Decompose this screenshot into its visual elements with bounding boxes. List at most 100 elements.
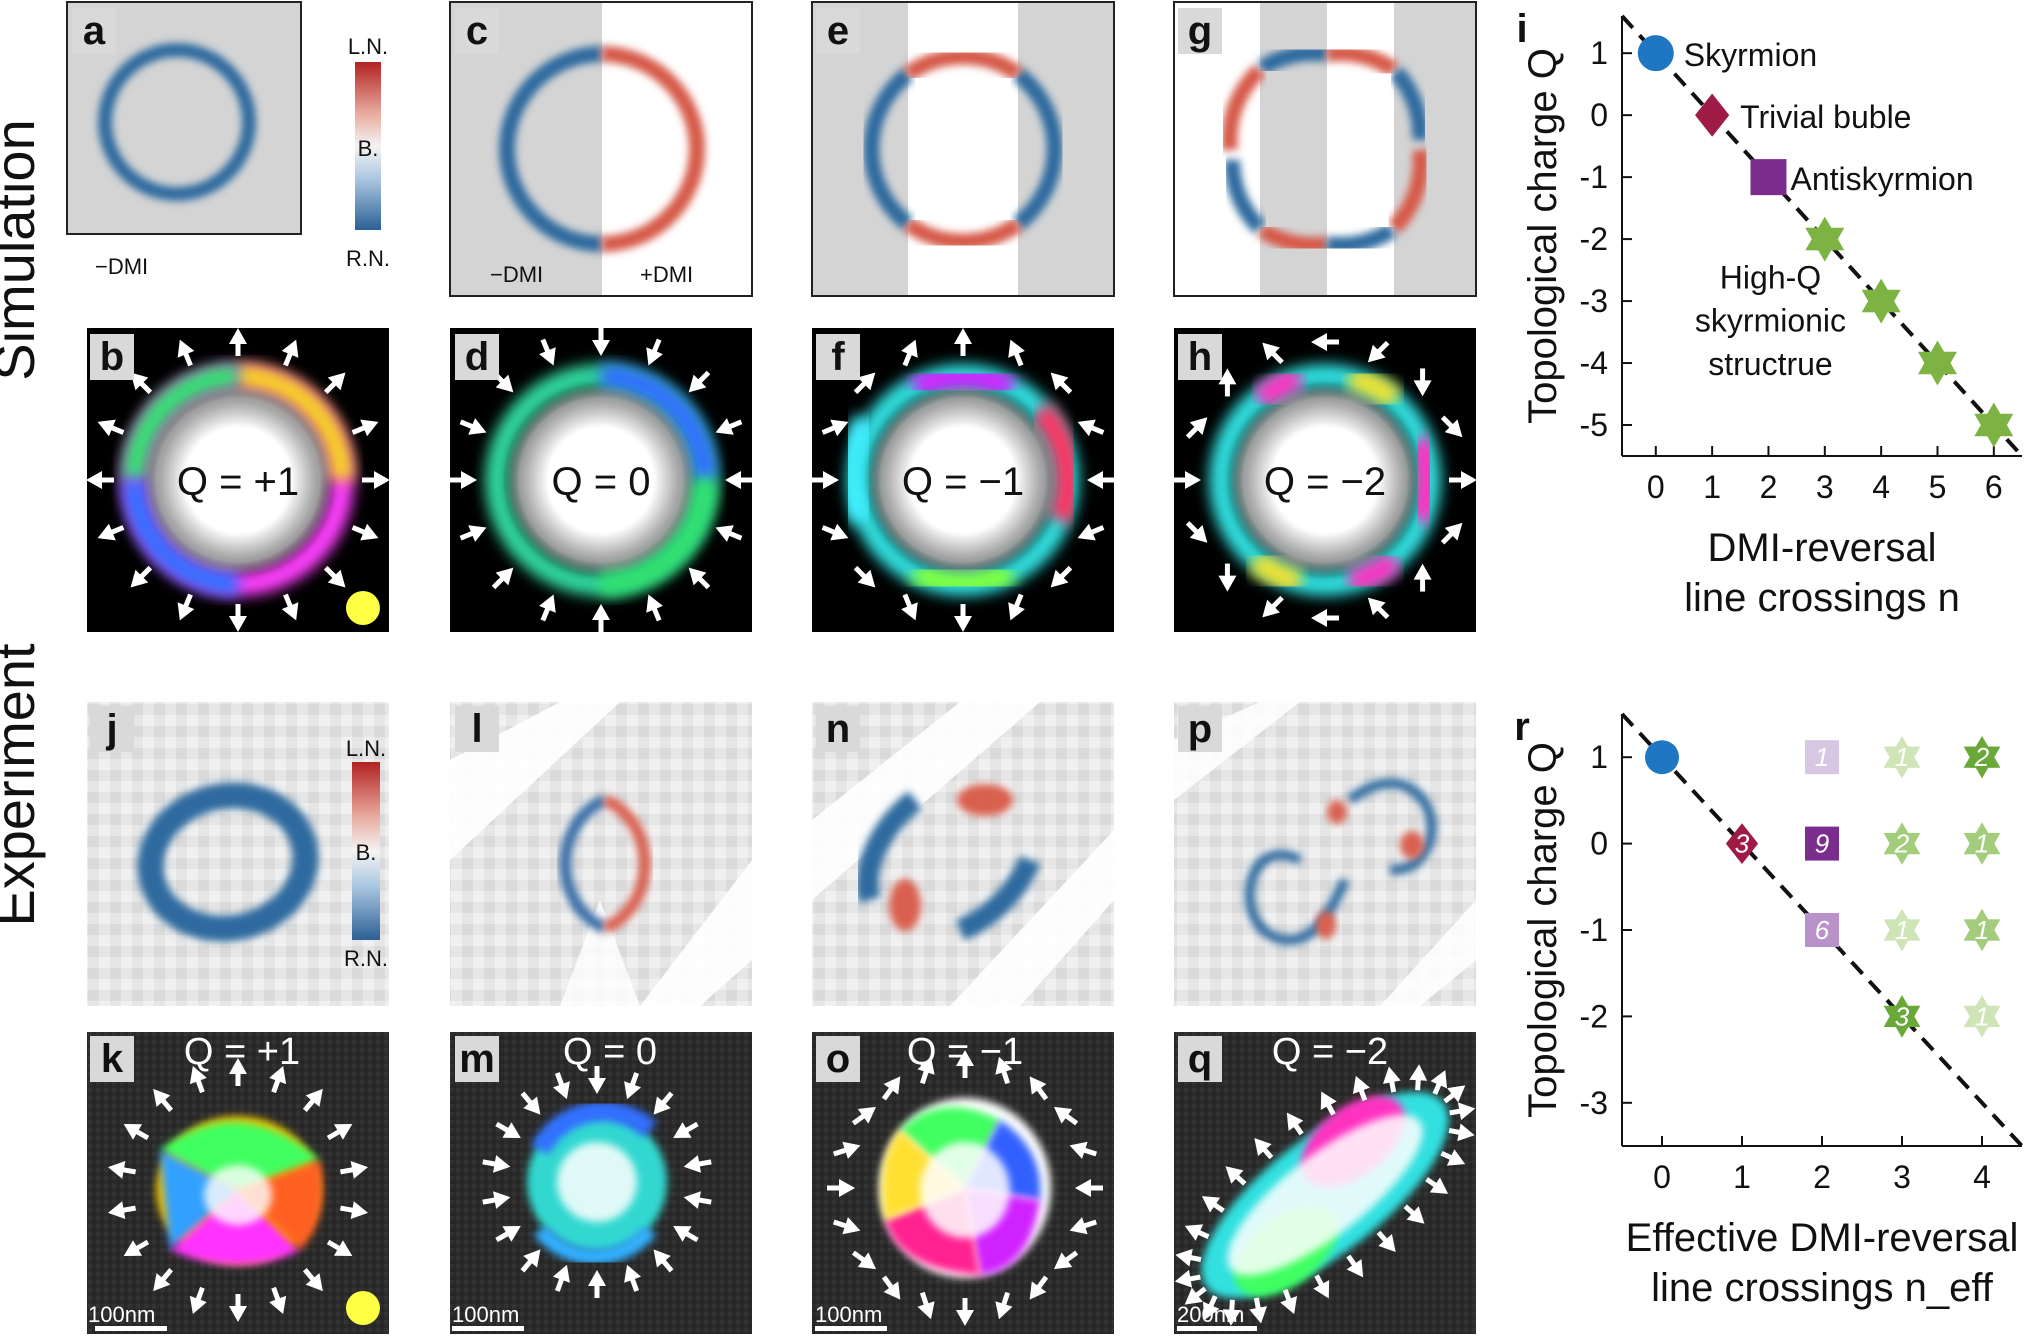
spin-arrow-head — [956, 1050, 974, 1066]
panel-letter-q: q — [1188, 1037, 1212, 1081]
spin-arrow-head — [305, 1088, 323, 1107]
panel-letter-bg-j — [90, 706, 134, 752]
y-tick-label: -3 — [1580, 1085, 1608, 1121]
data-point-star — [1963, 822, 2001, 865]
spin-arrow-head — [1367, 597, 1386, 616]
count-label: 2 — [1894, 829, 1910, 859]
spin-arrow-head — [1202, 1301, 1220, 1320]
spin-arrow-head — [97, 419, 116, 437]
spin-arrow-head — [502, 1122, 521, 1138]
data-point-star — [1918, 340, 1957, 386]
x-tick-label: 2 — [1813, 1159, 1831, 1195]
data-point-square — [1805, 913, 1839, 947]
spin-arrow-head — [683, 1191, 701, 1209]
spin-arrow-head — [1249, 1306, 1268, 1324]
scalebar-k: 100nm — [88, 1302, 155, 1327]
spin-arrow-head — [539, 594, 556, 613]
spin-arrow-head — [857, 1106, 877, 1124]
panel-letter-bg-d — [455, 334, 499, 380]
spin-arrow-head — [653, 1096, 671, 1115]
spin-arrow-head — [917, 1301, 935, 1320]
panel-letter-b: b — [100, 335, 124, 379]
spin-arrow-head — [1461, 471, 1477, 489]
spin-arrow-head — [715, 418, 734, 435]
spin-arrow-head — [523, 1096, 541, 1115]
dmi-label-c-minus: −DMI — [490, 262, 543, 287]
panel-d: Q = 0 — [449, 328, 753, 632]
spin-arrow-head — [842, 1141, 861, 1159]
panel-b: Q = +1 — [86, 328, 390, 632]
panel-letter-bg-a — [72, 8, 116, 54]
panel-letter-g: g — [1188, 9, 1212, 53]
chart-i: 0 1 2 3 4 5 6 1 0 -1 -2 -3 -4 -5 Topological charge Q D… — [1521, 14, 2024, 620]
spin-arrow-head — [1457, 1102, 1476, 1121]
spin-arrow-head — [350, 1160, 368, 1179]
spin-arrow-head — [229, 1306, 247, 1322]
spin-arrow-head — [493, 1191, 511, 1209]
spin-arrow-head — [1008, 602, 1025, 621]
spin-arrow-head — [883, 1076, 901, 1095]
spin-arrow-head — [683, 1155, 701, 1173]
spin-arrow-head — [901, 602, 918, 621]
spin-arrows — [1173, 333, 1477, 627]
spin-arrow-head — [592, 340, 610, 356]
colorbar-exp-bottom-label: R.N. — [344, 946, 388, 971]
data-point-star — [1963, 736, 2001, 779]
spin-arrow-head — [1406, 1206, 1425, 1224]
spin-arrow-head — [333, 1240, 353, 1256]
spin-arrow-head — [468, 418, 487, 435]
panel-o: Q = −1 100nm — [812, 1031, 1114, 1334]
spin-arrow-head — [1262, 599, 1280, 618]
x-tick-label: 6 — [1985, 469, 2003, 505]
data-point-star — [1883, 736, 1921, 779]
spin-arrow-head — [1050, 372, 1069, 391]
panel-g — [1173, 1, 1477, 297]
spin-arrow-head — [592, 604, 610, 620]
spin-arrow-head — [688, 567, 707, 586]
spin-arrow-head — [646, 594, 663, 613]
annotation: High-Q — [1720, 259, 1821, 295]
colorbar-mid-label: B. — [358, 136, 379, 161]
spin-arrow-head — [1175, 1248, 1193, 1267]
spin-arrow-head — [1444, 522, 1463, 541]
spin-arrow-head — [1413, 380, 1432, 397]
count-label: 9 — [1815, 829, 1829, 859]
spin-arrow-head — [189, 1065, 207, 1085]
spin-arrow-head — [1184, 1287, 1203, 1305]
data-point-circle — [1637, 35, 1674, 72]
dmi-label-c-plus: +DMI — [640, 262, 693, 287]
spin-arrow-head — [123, 1240, 143, 1256]
panel-h: Q = −2 — [1173, 328, 1477, 632]
spin-arrow-head — [539, 347, 556, 366]
spin-arrow-head — [1280, 1296, 1298, 1315]
spin-arrow-head — [995, 1056, 1013, 1075]
spin-arrow-head — [857, 569, 876, 588]
x-tick-label: 0 — [1653, 1159, 1671, 1195]
spin-arrows — [86, 328, 390, 632]
y-tick-label: -3 — [1580, 283, 1608, 319]
y-axis-label: Topological charge Q — [1521, 48, 1565, 424]
q-label-m: Q = 0 — [563, 1031, 657, 1073]
panel-letter-e: e — [827, 9, 849, 53]
panel-letter-bg-n — [816, 706, 860, 752]
data-point-star — [1883, 908, 1921, 952]
panel-letter-r: r — [1514, 705, 1530, 749]
panel-letter-bg-g — [1178, 8, 1222, 54]
panel-letters: a b c d e f g h i j k l m n o p q r — [72, 7, 1530, 1082]
y-tick-label: 1 — [1590, 35, 1608, 71]
spin-arrow-head — [1201, 1196, 1221, 1213]
spin-arrow-head — [130, 372, 149, 391]
panel-letter-o: o — [826, 1037, 850, 1081]
panel-letter-n: n — [826, 707, 850, 751]
spin-arrow-head — [588, 1270, 606, 1286]
spin-arrow-head — [1409, 1064, 1428, 1081]
y-tick-label: -1 — [1580, 912, 1608, 948]
count-label: 2 — [1974, 742, 1990, 772]
spin-arrow-head — [956, 1310, 974, 1326]
spin-arrow-head — [1286, 1112, 1304, 1131]
panel-letter-bg-m — [455, 1036, 499, 1082]
spin-arrow-head — [1320, 1091, 1337, 1110]
y-tick-label: -2 — [1580, 221, 1608, 257]
spin-arrow-head — [269, 1065, 287, 1085]
